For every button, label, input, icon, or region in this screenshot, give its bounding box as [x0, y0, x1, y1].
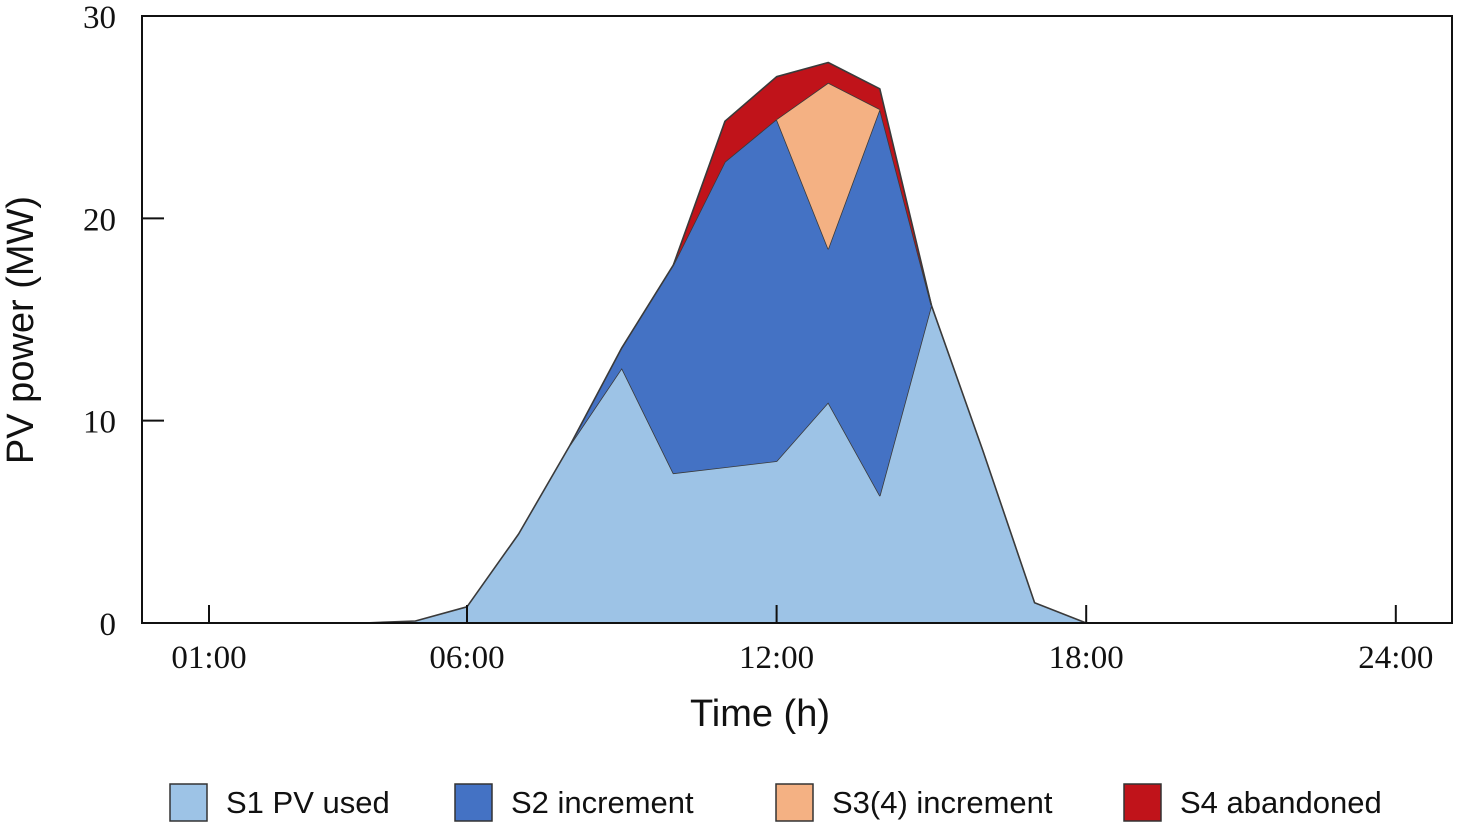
- legend-label-s2-increment: S2 increment: [511, 785, 694, 820]
- y-axis-title: PV power (MW): [0, 196, 42, 464]
- area-layers: [157, 61, 1396, 624]
- x-tick-label: 06:00: [429, 640, 504, 676]
- area-s2-increment: [157, 109, 1396, 624]
- y-tick-label: 30: [83, 0, 116, 36]
- outline-s4-abandoned: [672, 61, 933, 306]
- legend: S1 PV used S2 increment S3(4) increment S4 …: [169, 783, 1382, 822]
- legend-label-s1-pv-used: S1 PV used: [226, 785, 390, 820]
- y-tick-label: 0: [100, 607, 117, 643]
- y-tick-label: 10: [83, 405, 116, 441]
- legend-swatch-s2-increment: [454, 783, 493, 822]
- legend-swatch-s1-pv-used: [169, 783, 208, 822]
- y-axis-ticks: 0 10 20 30: [83, 0, 164, 643]
- legend-swatch-s3-4-increment: [775, 783, 814, 822]
- area-s1-pv-used: [157, 305, 1396, 623]
- x-tick-label: 12:00: [739, 640, 814, 676]
- plot-frame: [141, 15, 1453, 624]
- x-tick-label: 24:00: [1358, 640, 1433, 676]
- y-tick-label: 20: [83, 202, 116, 238]
- x-tick-label: 01:00: [171, 640, 246, 676]
- x-tick-label: 18:00: [1049, 640, 1124, 676]
- x-axis-title: Time (h): [690, 693, 830, 735]
- legend-label-s4-abandoned: S4 abandoned: [1180, 785, 1382, 820]
- x-axis-ticks: 01:00 06:00 12:00 18:00 24:00: [171, 605, 1433, 676]
- legend-swatch-s4-abandoned: [1123, 783, 1162, 822]
- legend-label-s3-4-increment: S3(4) increment: [832, 785, 1053, 820]
